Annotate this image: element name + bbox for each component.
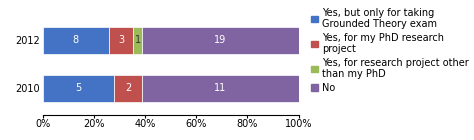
Text: 3: 3 bbox=[118, 35, 124, 45]
Bar bbox=[114, 75, 142, 102]
Bar bbox=[142, 27, 299, 54]
Text: 2: 2 bbox=[125, 83, 131, 93]
Text: 8: 8 bbox=[73, 35, 79, 45]
Bar bbox=[109, 27, 134, 54]
Bar bbox=[134, 27, 142, 54]
Bar bbox=[43, 27, 109, 54]
Text: 5: 5 bbox=[75, 83, 82, 93]
Text: 11: 11 bbox=[214, 83, 227, 93]
Bar bbox=[142, 75, 299, 102]
Bar bbox=[43, 75, 114, 102]
Text: 19: 19 bbox=[214, 35, 226, 45]
Legend: Yes, but only for taking
Grounded Theory exam, Yes, for my PhD research
project,: Yes, but only for taking Grounded Theory… bbox=[310, 8, 469, 93]
Text: 1: 1 bbox=[135, 35, 141, 45]
